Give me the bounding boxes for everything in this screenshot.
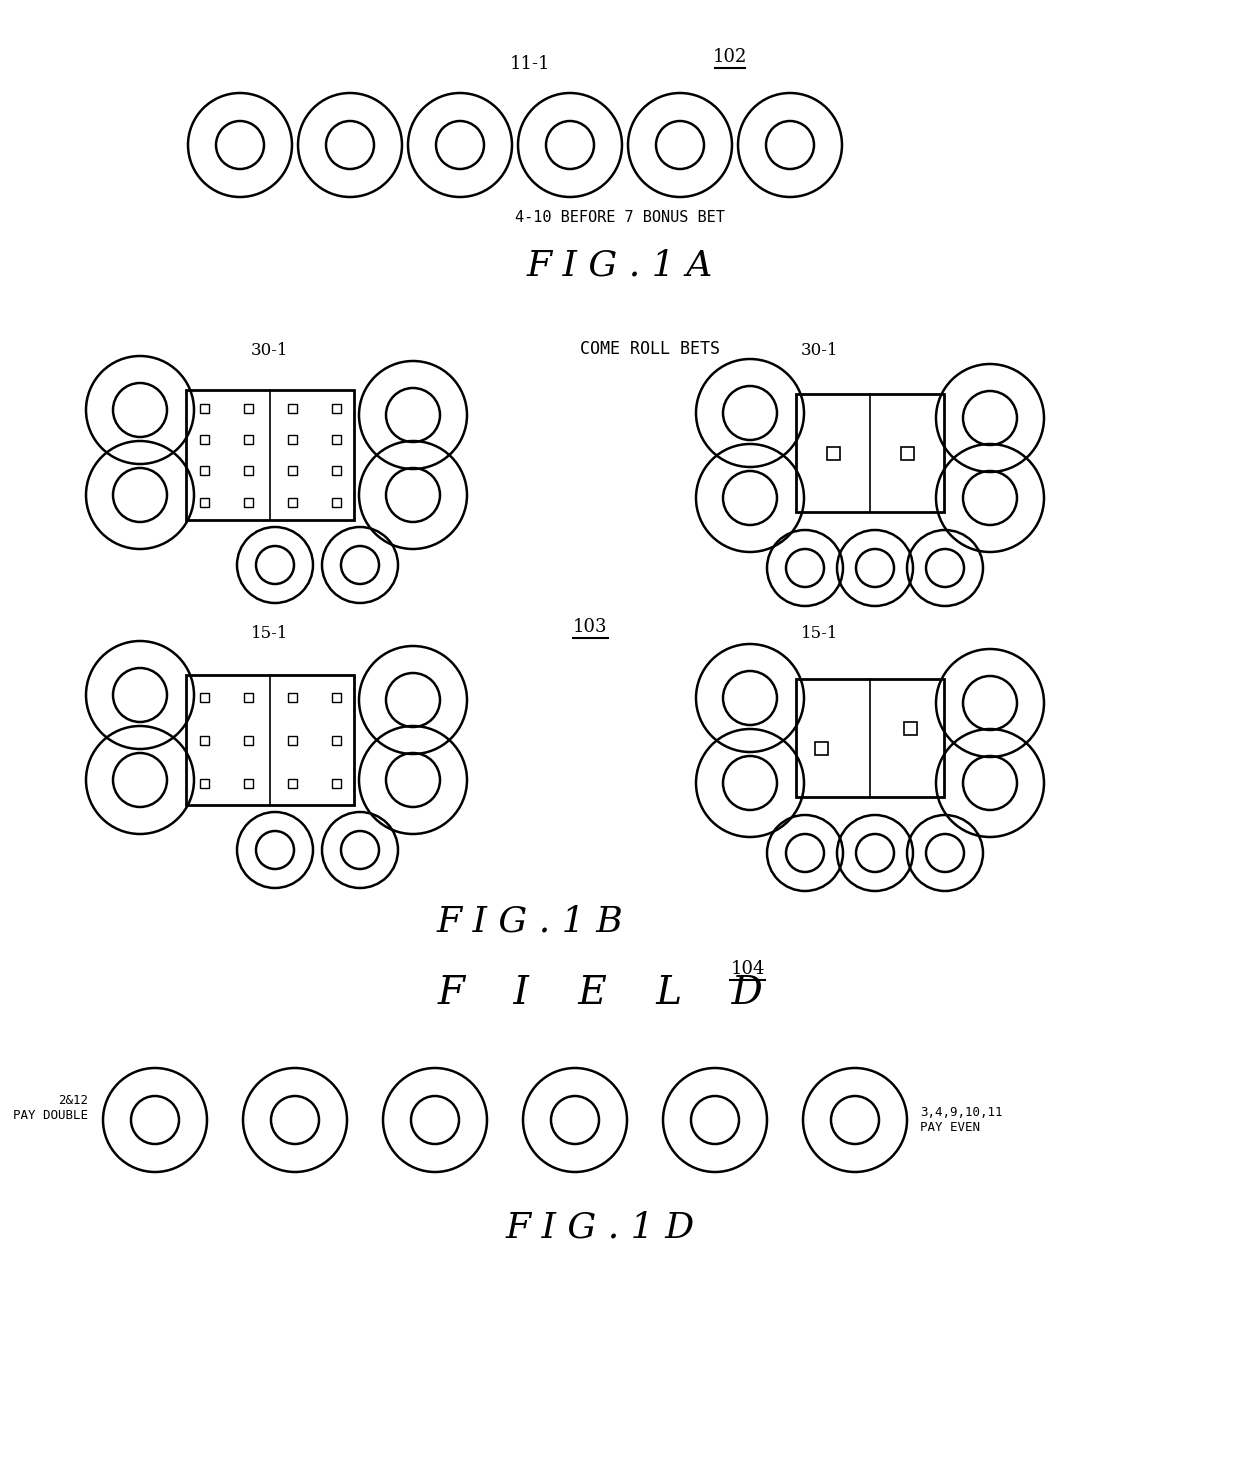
- Bar: [200, 735, 208, 744]
- Bar: [288, 466, 296, 475]
- Bar: [243, 778, 253, 788]
- Bar: [200, 403, 208, 412]
- Text: F    I    E    L    D: F I E L D: [438, 976, 763, 1013]
- Bar: [796, 679, 944, 797]
- Text: 103: 103: [573, 618, 608, 636]
- Bar: [288, 692, 296, 701]
- Bar: [243, 692, 253, 701]
- Text: F I G . 1 B: F I G . 1 B: [436, 905, 624, 939]
- Bar: [331, 692, 341, 701]
- Text: 2&12
PAY DOUBLE: 2&12 PAY DOUBLE: [12, 1094, 88, 1122]
- Text: F I G . 1 D: F I G . 1 D: [506, 1210, 694, 1244]
- Text: 11-1: 11-1: [510, 55, 551, 72]
- Text: 102: 102: [713, 49, 748, 66]
- Text: 3,4,9,10,11
PAY EVEN: 3,4,9,10,11 PAY EVEN: [920, 1106, 1002, 1134]
- Bar: [200, 466, 208, 475]
- Text: 30-1: 30-1: [801, 342, 838, 359]
- Bar: [243, 435, 253, 444]
- Bar: [200, 778, 208, 788]
- Bar: [243, 497, 253, 506]
- Bar: [288, 435, 296, 444]
- Text: F I G . 1 A: F I G . 1 A: [527, 248, 713, 282]
- Bar: [331, 735, 341, 744]
- Bar: [331, 466, 341, 475]
- Text: 15-1: 15-1: [801, 624, 838, 642]
- Bar: [331, 435, 341, 444]
- Text: COME ROLL BETS: COME ROLL BETS: [580, 339, 720, 359]
- Bar: [200, 497, 208, 506]
- Bar: [827, 447, 839, 459]
- Bar: [288, 403, 296, 412]
- Bar: [200, 435, 208, 444]
- Bar: [288, 497, 296, 506]
- Bar: [186, 390, 353, 520]
- Bar: [288, 778, 296, 788]
- Bar: [243, 403, 253, 412]
- Bar: [331, 778, 341, 788]
- Bar: [243, 466, 253, 475]
- Text: 4-10 BEFORE 7 BONUS BET: 4-10 BEFORE 7 BONUS BET: [515, 210, 725, 224]
- Bar: [900, 447, 914, 459]
- Bar: [796, 394, 944, 512]
- Bar: [331, 403, 341, 412]
- Bar: [904, 722, 916, 735]
- Bar: [331, 497, 341, 506]
- Text: 104: 104: [730, 959, 765, 979]
- Bar: [243, 735, 253, 744]
- Bar: [815, 741, 827, 754]
- Text: 15-1: 15-1: [252, 624, 289, 642]
- Bar: [200, 692, 208, 701]
- Text: 30-1: 30-1: [252, 342, 289, 359]
- Bar: [186, 675, 353, 804]
- Bar: [288, 735, 296, 744]
